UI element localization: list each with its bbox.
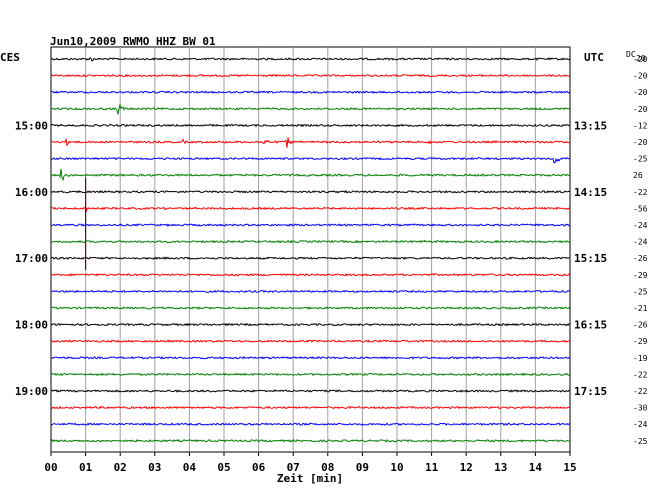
x-tick-label: 07 — [287, 461, 300, 474]
hour-label-right: 16:15 — [574, 319, 607, 332]
dc-header: DC — [626, 50, 636, 59]
trace-line — [50, 223, 571, 227]
dc-value-label: -29 — [633, 337, 648, 346]
x-tick-label: 04 — [183, 461, 197, 474]
dc-value-label: -12 — [633, 121, 648, 130]
trace-line — [50, 123, 570, 128]
dc-value-label: -21 — [633, 304, 648, 313]
x-tick-label: 13 — [494, 461, 507, 474]
x-tick-label: 03 — [148, 461, 161, 474]
label-group: 00 01 02 03 04 05 06 07 08 09 10 11 12 13 14 15 Jun10,20… — [0, 35, 648, 485]
trace-line — [50, 322, 571, 327]
dc-value-label: -19 — [633, 354, 648, 363]
trace-line — [50, 156, 571, 164]
plot-frame — [50, 46, 571, 453]
x-tick-label: 01 — [79, 461, 93, 474]
trace-line — [50, 168, 571, 182]
dc-value-label: -22 — [633, 387, 648, 396]
x-tick-label: 12 — [460, 461, 473, 474]
trace-line — [50, 256, 571, 261]
hour-label-right: 14:15 — [574, 186, 607, 199]
dc-value-label: -24 — [633, 420, 648, 429]
x-tick-label: 10 — [390, 461, 403, 474]
trace-line — [50, 306, 571, 310]
x-tick-label: 14 — [529, 461, 543, 474]
dc-value-label: -30 — [633, 404, 648, 413]
dc-value-label: -25 — [633, 155, 648, 164]
dc-value-label: -24 — [633, 238, 648, 247]
dc-value-label: -24 — [633, 221, 648, 230]
x-tick-label: 05 — [217, 461, 230, 474]
x-tick-label: 00 — [44, 461, 57, 474]
x-tick-label: 02 — [114, 461, 127, 474]
hour-label-left: 17:00 — [15, 252, 48, 265]
trace-line — [50, 438, 571, 443]
dc-value-label: -29 — [633, 271, 648, 280]
trace-line — [51, 90, 571, 95]
dc-value-label: -20 — [633, 138, 648, 147]
hour-label-left: 19:00 — [15, 385, 48, 398]
chart-title: Jun10,2009 RWMO HHZ BW 01 — [50, 35, 216, 48]
trace-line — [50, 273, 571, 277]
trace-line — [51, 289, 571, 294]
dc-value-label: -20 — [633, 72, 648, 81]
hour-label-right: 17:15 — [574, 385, 607, 398]
trace-group — [50, 57, 571, 443]
trace-line — [50, 206, 571, 213]
dc-value-label: -25 — [633, 287, 648, 296]
hour-label-left: 16:00 — [15, 186, 48, 199]
dc-value-label: -26 — [633, 254, 648, 263]
trace-line — [50, 102, 571, 115]
dc-value-label: -20 — [633, 55, 648, 64]
dc-value-label: 26 — [633, 171, 643, 180]
x-tick-label: 11 — [425, 461, 439, 474]
dc-value-label: -22 — [633, 370, 648, 379]
trace-line — [50, 405, 571, 410]
x-axis-label: Zeit [min] — [277, 472, 343, 485]
dc-value-label: -56 — [633, 204, 648, 213]
trace-line — [50, 189, 571, 194]
trace-line — [50, 422, 571, 427]
x-tick-label: 06 — [252, 461, 266, 474]
trace-line — [50, 57, 571, 62]
dc-header-value: 20 — [636, 54, 646, 63]
left-timezone-label: CES — [0, 51, 20, 64]
dc-value-label: -22 — [633, 188, 648, 197]
x-tick-label: 08 — [321, 461, 334, 474]
dc-value-label: -20 — [633, 88, 648, 97]
hour-label-left: 18:00 — [15, 319, 48, 332]
trace-line — [51, 239, 571, 244]
hour-label-left: 15:00 — [15, 119, 48, 132]
trace-line — [50, 389, 571, 393]
trace-line — [50, 355, 571, 360]
dc-value-label: -25 — [633, 437, 648, 446]
trace-line — [50, 73, 571, 78]
trace-line — [50, 372, 571, 377]
right-timezone-label: UTC — [584, 51, 604, 64]
x-tick-label: 09 — [356, 461, 369, 474]
trace-line — [50, 339, 571, 343]
hour-label-right: 13:15 — [574, 119, 607, 132]
plot-grid — [50, 46, 571, 453]
x-tick-label: 15 — [563, 461, 576, 474]
dc-value-label: -20 — [633, 105, 648, 114]
trace-line — [50, 137, 571, 148]
dc-value-label: -26 — [633, 321, 648, 330]
hour-label-right: 15:15 — [574, 252, 607, 265]
